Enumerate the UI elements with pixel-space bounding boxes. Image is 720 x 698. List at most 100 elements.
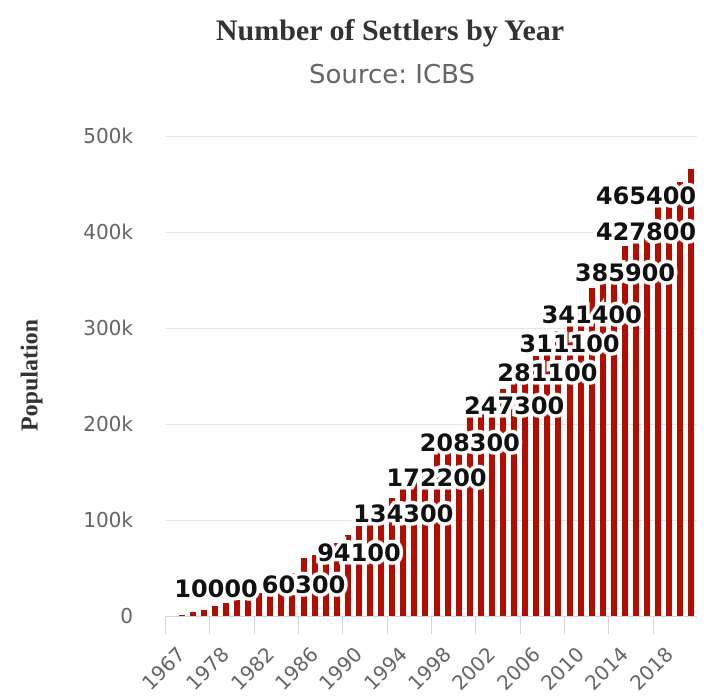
data-label-60300: 60300 60300 bbox=[258, 568, 348, 603]
x-axis-tick bbox=[209, 616, 211, 634]
bar-2006 bbox=[522, 365, 529, 616]
x-axis-tick bbox=[165, 616, 166, 634]
data-label-outline: 465400 bbox=[592, 179, 699, 214]
bar-1997 bbox=[422, 466, 429, 616]
data-label-208300: 208300 208300 bbox=[416, 426, 523, 461]
bar-1981 bbox=[245, 596, 252, 616]
bar-1995 bbox=[400, 487, 407, 616]
bar-1999 bbox=[444, 443, 451, 616]
bar-2014 bbox=[610, 259, 617, 616]
data-label-text: 311100 bbox=[519, 330, 620, 359]
data-label-text: 247300 bbox=[464, 391, 565, 420]
x-axis-tick bbox=[431, 616, 432, 634]
data-label-outline: 311100 bbox=[516, 327, 623, 362]
data-label-outline: 172200 bbox=[383, 460, 490, 495]
bar-1991 bbox=[355, 525, 362, 616]
bar-2009 bbox=[555, 330, 562, 616]
bar-2013 bbox=[599, 274, 606, 616]
data-label-text: 465400 bbox=[595, 182, 697, 211]
bar-1996 bbox=[411, 477, 418, 616]
bar-2004 bbox=[500, 389, 507, 616]
bar-1983 bbox=[267, 588, 274, 616]
bar-1972 bbox=[178, 614, 185, 616]
data-label-outline: 281100 bbox=[494, 356, 601, 391]
bar-1989 bbox=[333, 543, 340, 616]
bar-2000 bbox=[455, 431, 462, 616]
gridline-400k bbox=[165, 232, 697, 233]
data-label-text: 341400 bbox=[541, 301, 642, 330]
data-label-outline: 427800 bbox=[592, 215, 699, 250]
bar-1986 bbox=[300, 558, 307, 616]
bar-1979 bbox=[222, 603, 229, 616]
y-tick-label-100k: 100k bbox=[83, 508, 133, 532]
x-axis-tick bbox=[475, 616, 477, 634]
data-label-text: 10000 bbox=[174, 575, 258, 604]
data-label-94100: 94100 94100 bbox=[314, 535, 404, 570]
bar-2021 bbox=[688, 169, 695, 616]
bar-2008 bbox=[544, 346, 551, 616]
bar-2003 bbox=[488, 398, 495, 616]
x-axis-tick bbox=[608, 616, 610, 634]
data-label-text: 385900 bbox=[574, 258, 676, 287]
x-axis-tick bbox=[298, 616, 299, 634]
data-label-outline: 60300 bbox=[258, 568, 348, 603]
x-axis-tick bbox=[564, 616, 565, 634]
y-tick-label-500k: 500k bbox=[83, 124, 133, 148]
chart-subtitle: Source: ICBS bbox=[308, 60, 476, 90]
bar-1998 bbox=[433, 450, 440, 616]
data-label-text: 60300 bbox=[261, 571, 346, 600]
x-axis-tick bbox=[652, 616, 654, 634]
bar-2012 bbox=[588, 288, 595, 616]
bar-2010 bbox=[566, 317, 573, 616]
plot-area bbox=[165, 136, 697, 634]
data-label-281100: 281100 281100 bbox=[494, 356, 601, 391]
data-label-247300: 247300 247300 bbox=[461, 388, 568, 423]
bar-2005 bbox=[511, 378, 518, 616]
data-label-311100: 311100 311100 bbox=[516, 327, 623, 362]
gridline-500k bbox=[165, 136, 697, 137]
data-label-427800: 427800 427800 bbox=[592, 215, 699, 250]
bar-2020 bbox=[677, 182, 684, 616]
data-label-385900: 385900 385900 bbox=[571, 255, 678, 290]
gridline-100k bbox=[165, 520, 697, 521]
bar-1978 bbox=[211, 606, 218, 616]
bar-1977 bbox=[200, 610, 207, 616]
bar-2019 bbox=[666, 192, 673, 616]
bar-2017 bbox=[644, 219, 651, 616]
x-axis-tick bbox=[342, 616, 344, 634]
y-tick-label-400k: 400k bbox=[83, 220, 133, 244]
data-label-outline: 208300 bbox=[416, 426, 523, 461]
bar-2002 bbox=[477, 406, 484, 616]
bar-1984 bbox=[278, 583, 285, 616]
data-label-134300: 134300 134300 bbox=[350, 497, 457, 532]
bar-1988 bbox=[322, 548, 329, 616]
bar-1994 bbox=[389, 498, 396, 616]
data-label-465400: 465400 465400 bbox=[592, 179, 699, 214]
data-label-text: 134300 bbox=[353, 500, 454, 529]
bar-1993 bbox=[378, 508, 385, 616]
data-label-text: 281100 bbox=[497, 359, 598, 388]
bar-2018 bbox=[655, 205, 662, 616]
data-label-341400: 341400 341400 bbox=[538, 298, 645, 333]
bar-1985 bbox=[289, 572, 296, 616]
x-axis-tick bbox=[519, 616, 521, 634]
y-tick-label-0: 0 bbox=[120, 604, 133, 628]
bar-2015 bbox=[621, 245, 628, 616]
bar-2011 bbox=[577, 304, 584, 616]
bar-1980 bbox=[234, 600, 241, 616]
data-label-outline: 341400 bbox=[538, 298, 645, 333]
data-label-text: 94100 bbox=[317, 538, 401, 567]
bar-2007 bbox=[533, 355, 540, 616]
data-label-outline: 94100 bbox=[314, 535, 404, 570]
y-tick-label-200k: 200k bbox=[83, 412, 133, 436]
bar-2016 bbox=[633, 232, 640, 616]
data-label-outline: 10000 bbox=[171, 572, 261, 607]
bar-1987 bbox=[311, 554, 318, 616]
gridline-300k bbox=[165, 328, 697, 329]
x-axis-tick bbox=[386, 616, 388, 634]
data-label-outline: 134300 bbox=[350, 497, 457, 532]
data-label-outline: 385900 bbox=[571, 255, 678, 290]
y-tick-label-300k: 300k bbox=[83, 316, 133, 340]
gridline-200k bbox=[165, 424, 697, 425]
